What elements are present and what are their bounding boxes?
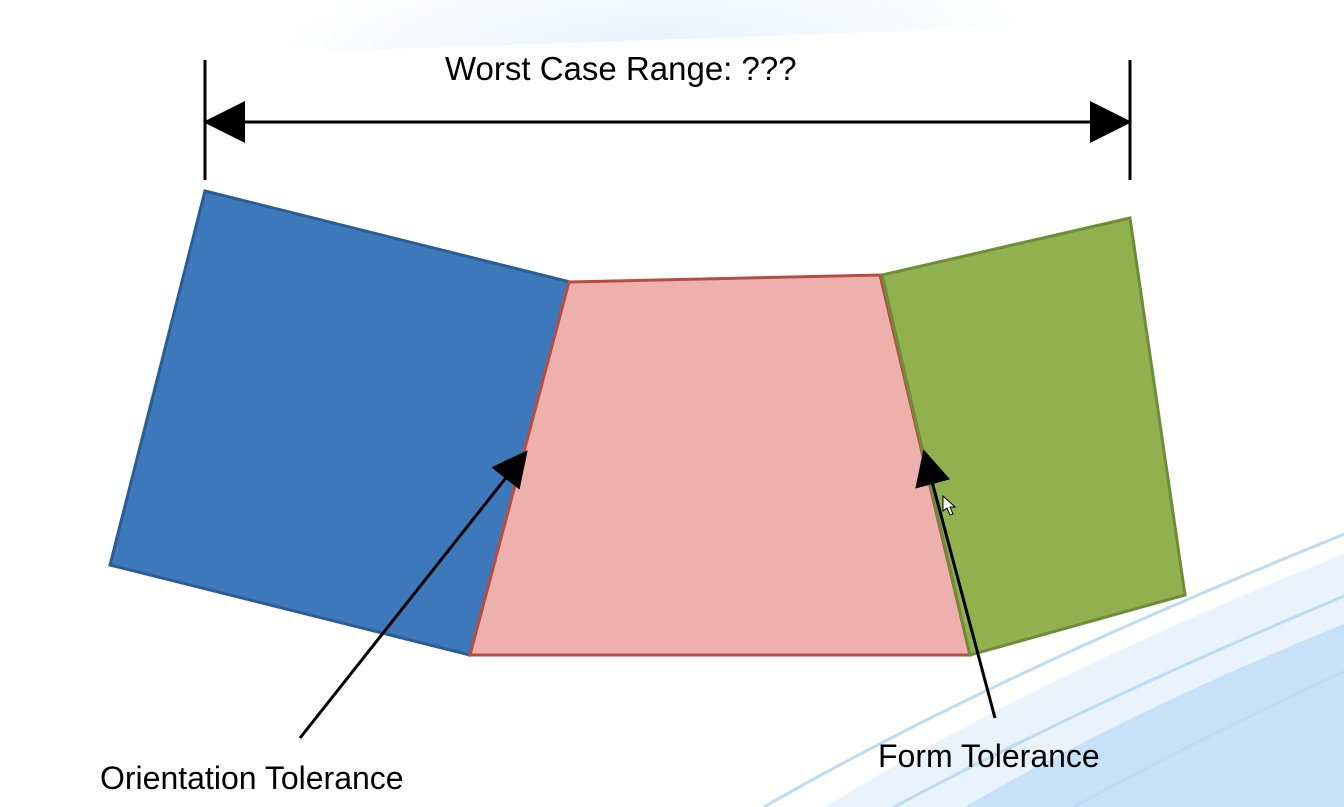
title-text: Worst Case Range: ??? xyxy=(445,50,797,88)
form-label: Form Tolerance xyxy=(878,738,1100,775)
tolerance-diagram xyxy=(0,0,1344,807)
orientation-label: Orientation Tolerance xyxy=(100,760,404,797)
